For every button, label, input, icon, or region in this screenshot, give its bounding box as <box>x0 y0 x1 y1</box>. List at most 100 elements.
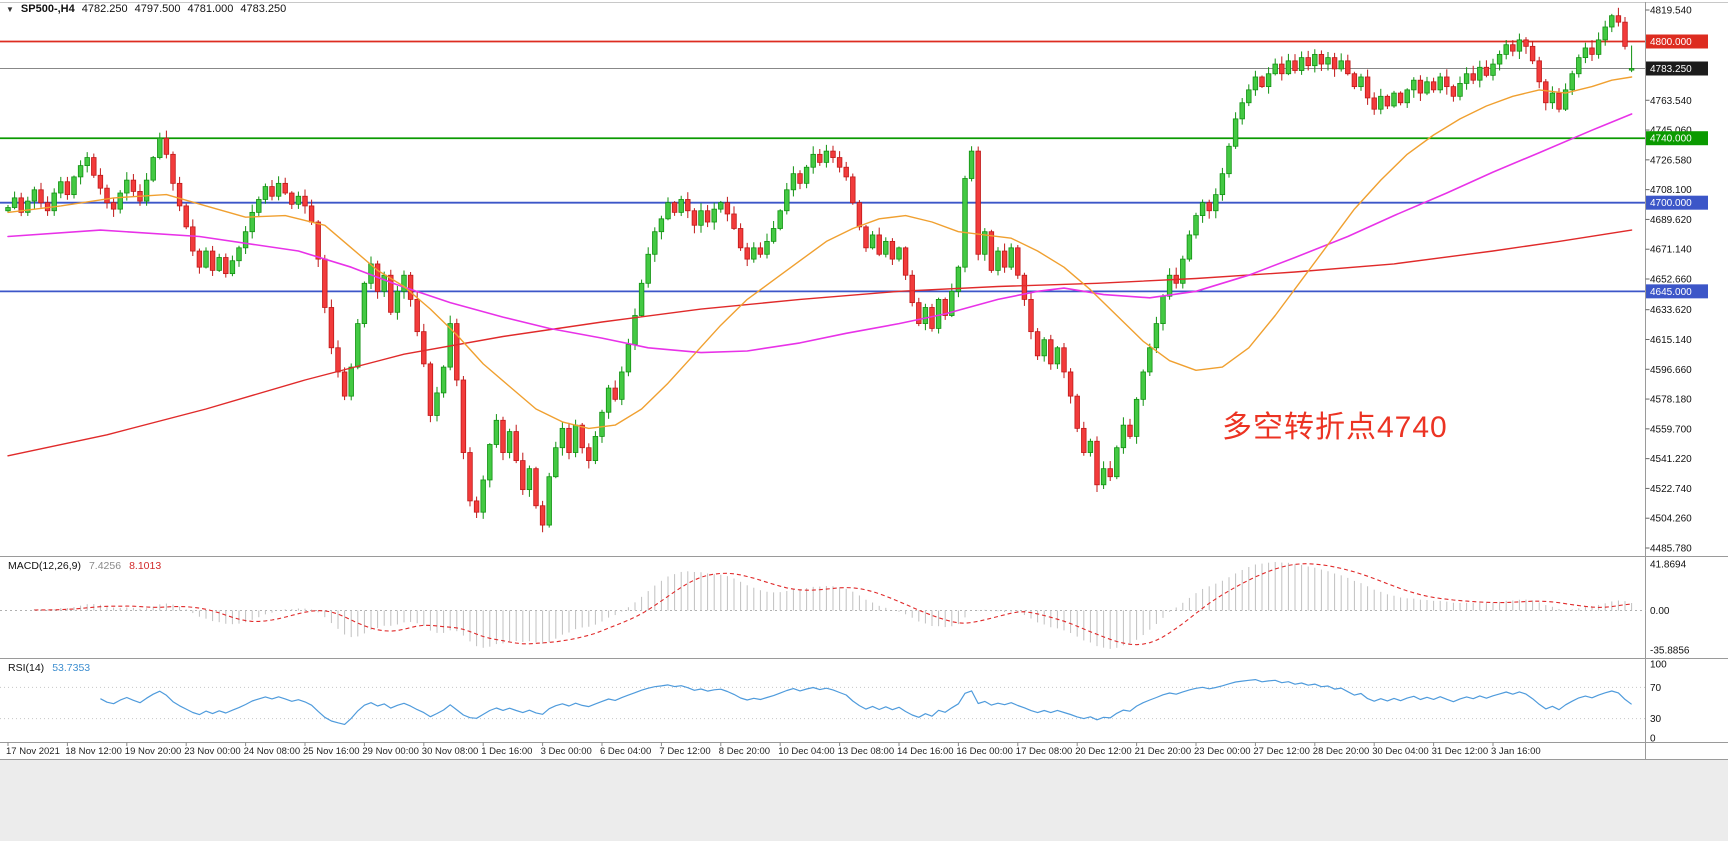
time-axis-label[interactable]: 23 Dec 00:00 <box>1194 746 1251 757</box>
candle-body <box>1516 39 1523 52</box>
candle-body <box>1582 47 1589 59</box>
price-axis-label: 4504.260 <box>1650 514 1692 525</box>
candle-body <box>1305 57 1311 67</box>
price-badge <box>1646 131 1708 146</box>
candle-body <box>130 179 137 192</box>
price-axis-label: 4819.540 <box>1650 6 1692 17</box>
candle-body <box>1411 79 1417 91</box>
candle-body <box>1100 468 1107 486</box>
time-axis-label[interactable]: 21 Dec 20:00 <box>1135 746 1192 757</box>
price-axis-label: 4578.180 <box>1650 395 1692 406</box>
candle-body <box>1193 215 1199 236</box>
candle-body <box>737 228 744 249</box>
time-axis-label[interactable]: 3 Dec 00:00 <box>541 746 592 757</box>
candle-body <box>143 179 150 202</box>
ma-fast-orange <box>7 76 1633 430</box>
price-badge <box>1646 195 1708 210</box>
candle-body <box>421 331 427 365</box>
candle-body <box>1364 76 1371 99</box>
one-click-trading-toggle-icon[interactable]: ▼ <box>6 4 14 14</box>
time-axis-label[interactable]: 14 Dec 16:00 <box>897 746 954 757</box>
candle-body <box>1529 45 1536 62</box>
candle-body <box>546 476 552 526</box>
time-axis-label[interactable]: 19 Nov 20:00 <box>125 746 182 757</box>
candle-body <box>1133 398 1140 437</box>
candle-body <box>315 221 321 260</box>
time-axis-label[interactable]: 30 Dec 04:00 <box>1372 746 1429 757</box>
candle-body <box>110 202 117 210</box>
time-axis-label[interactable]: 1 Dec 16:00 <box>481 746 532 757</box>
candle-body <box>506 431 513 453</box>
time-axis-label[interactable]: 31 Dec 12:00 <box>1432 746 1489 757</box>
time-axis-label[interactable]: 27 Dec 12:00 <box>1253 746 1310 757</box>
candle-body <box>724 202 731 215</box>
candle-body <box>909 274 915 304</box>
candle-body <box>1457 83 1463 97</box>
candle-body <box>454 323 460 381</box>
candle-body <box>77 165 84 178</box>
candle-body <box>1259 76 1265 88</box>
candle-body <box>1391 92 1397 107</box>
candle-body <box>1292 60 1298 71</box>
candle-body <box>1536 60 1542 83</box>
time-axis-label[interactable]: 30 Nov 08:00 <box>422 746 479 757</box>
time-axis-label[interactable]: 23 Nov 00:00 <box>184 746 241 757</box>
candle-body <box>176 182 183 207</box>
time-axis-label[interactable]: 3 Jan 16:00 <box>1491 746 1541 757</box>
chart-annotation-text: 多空转折点4740 <box>1222 411 1448 444</box>
macd-signal-value: 8.1013 <box>129 560 162 572</box>
time-axis-label[interactable]: 20 Dec 12:00 <box>1075 746 1132 757</box>
bar-high-value: 4797.500 <box>134 3 181 15</box>
time-axis-label[interactable]: 18 Nov 12:00 <box>65 746 122 757</box>
time-axis-label[interactable]: 7 Dec 12:00 <box>659 746 710 757</box>
candle-body <box>922 307 929 324</box>
time-axis-label[interactable]: 17 Nov 2021 <box>6 746 60 757</box>
time-axis-label[interactable]: 13 Dec 08:00 <box>838 746 895 757</box>
candle-body <box>526 468 533 491</box>
candle-body <box>1345 60 1351 75</box>
time-axis-label[interactable]: 8 Dec 20:00 <box>719 746 770 757</box>
candle-body <box>302 195 308 207</box>
candle-body <box>1272 63 1278 75</box>
candle-body <box>559 427 566 449</box>
price-axis-label: 4745.060 <box>1650 126 1692 137</box>
candle-body <box>1615 15 1622 23</box>
candle-body <box>731 213 737 229</box>
candle-body <box>1589 47 1595 55</box>
candle-body <box>1628 68 1635 71</box>
candle-body <box>196 250 203 268</box>
price-badge-label: 4700.000 <box>1650 198 1692 209</box>
candle-body <box>1028 299 1034 333</box>
price-axis-label: 4671.140 <box>1650 245 1692 256</box>
time-axis-label[interactable]: 24 Nov 08:00 <box>244 746 301 757</box>
candle-body <box>1483 66 1490 76</box>
time-axis-label[interactable]: 16 Dec 00:00 <box>956 746 1013 757</box>
time-axis-label[interactable]: 6 Dec 04:00 <box>600 746 651 757</box>
candle-body <box>632 315 638 345</box>
candle-body <box>836 157 843 168</box>
candle-body <box>473 500 480 513</box>
bar-close-value: 4783.250 <box>240 3 287 15</box>
candle-body <box>460 379 467 453</box>
time-axis-label[interactable]: 29 Nov 00:00 <box>362 746 419 757</box>
candle-body <box>671 202 678 213</box>
time-axis-label[interactable]: 28 Dec 20:00 <box>1313 746 1370 757</box>
rsi-axis-label: 0 <box>1650 734 1656 745</box>
candle-body <box>744 247 750 260</box>
candle-body <box>269 186 275 197</box>
time-axis-label[interactable]: 17 Dec 08:00 <box>1016 746 1073 757</box>
candle-body <box>1001 250 1008 268</box>
candle-body <box>605 387 612 413</box>
candle-body <box>843 166 849 178</box>
candle-body <box>355 323 361 368</box>
time-axis-label[interactable]: 25 Nov 16:00 <box>303 746 360 757</box>
rsi-axis-label: 100 <box>1650 660 1667 671</box>
time-axis-label[interactable]: 10 Dec 04:00 <box>778 746 835 757</box>
candle-body <box>1219 173 1226 196</box>
candle-body <box>275 182 282 197</box>
candle-body <box>322 258 328 308</box>
price-axis-label: 4652.660 <box>1650 275 1692 286</box>
